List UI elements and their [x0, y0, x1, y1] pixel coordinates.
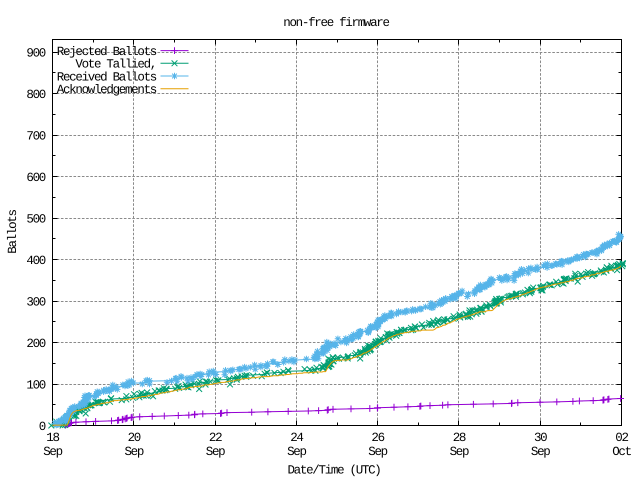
- svg-text:400: 400: [26, 254, 45, 268]
- svg-text:Sep: Sep: [368, 445, 387, 459]
- svg-text:600: 600: [26, 171, 45, 185]
- svg-text:24: 24: [290, 431, 303, 445]
- svg-text:Oct: Oct: [612, 445, 631, 459]
- svg-text:28: 28: [453, 431, 466, 445]
- svg-text:Vote Tallied,: Vote Tallied,: [75, 58, 156, 72]
- svg-text:300: 300: [26, 295, 45, 309]
- svg-text:500: 500: [26, 212, 45, 226]
- svg-text:800: 800: [26, 88, 45, 102]
- svg-text:Rejected Ballots: Rejected Ballots: [57, 45, 157, 59]
- svg-text:18: 18: [46, 431, 59, 445]
- svg-text:Sep: Sep: [124, 445, 143, 459]
- svg-text:20: 20: [128, 431, 141, 445]
- svg-text:900: 900: [26, 47, 45, 61]
- svg-text:Sep: Sep: [287, 445, 306, 459]
- svg-text:30: 30: [534, 431, 547, 445]
- svg-text:Received Ballots: Received Ballots: [57, 70, 157, 84]
- svg-text:700: 700: [26, 130, 45, 144]
- svg-text:Sep: Sep: [43, 445, 62, 459]
- svg-text:Sep: Sep: [531, 445, 550, 459]
- svg-text:non-free firmware: non-free firmware: [283, 16, 389, 30]
- svg-text:22: 22: [209, 431, 222, 445]
- svg-text:200: 200: [26, 337, 45, 351]
- svg-text:Acknowledgements: Acknowledgements: [57, 83, 157, 97]
- svg-text:Sep: Sep: [206, 445, 225, 459]
- svg-text:02: 02: [615, 431, 628, 445]
- svg-text:Date/Time (UTC): Date/Time (UTC): [287, 464, 380, 478]
- svg-text:Ballots: Ballots: [6, 210, 20, 254]
- svg-text:100: 100: [26, 378, 45, 392]
- svg-text:26: 26: [371, 431, 384, 445]
- svg-text:Sep: Sep: [450, 445, 469, 459]
- svg-text:0: 0: [39, 420, 46, 434]
